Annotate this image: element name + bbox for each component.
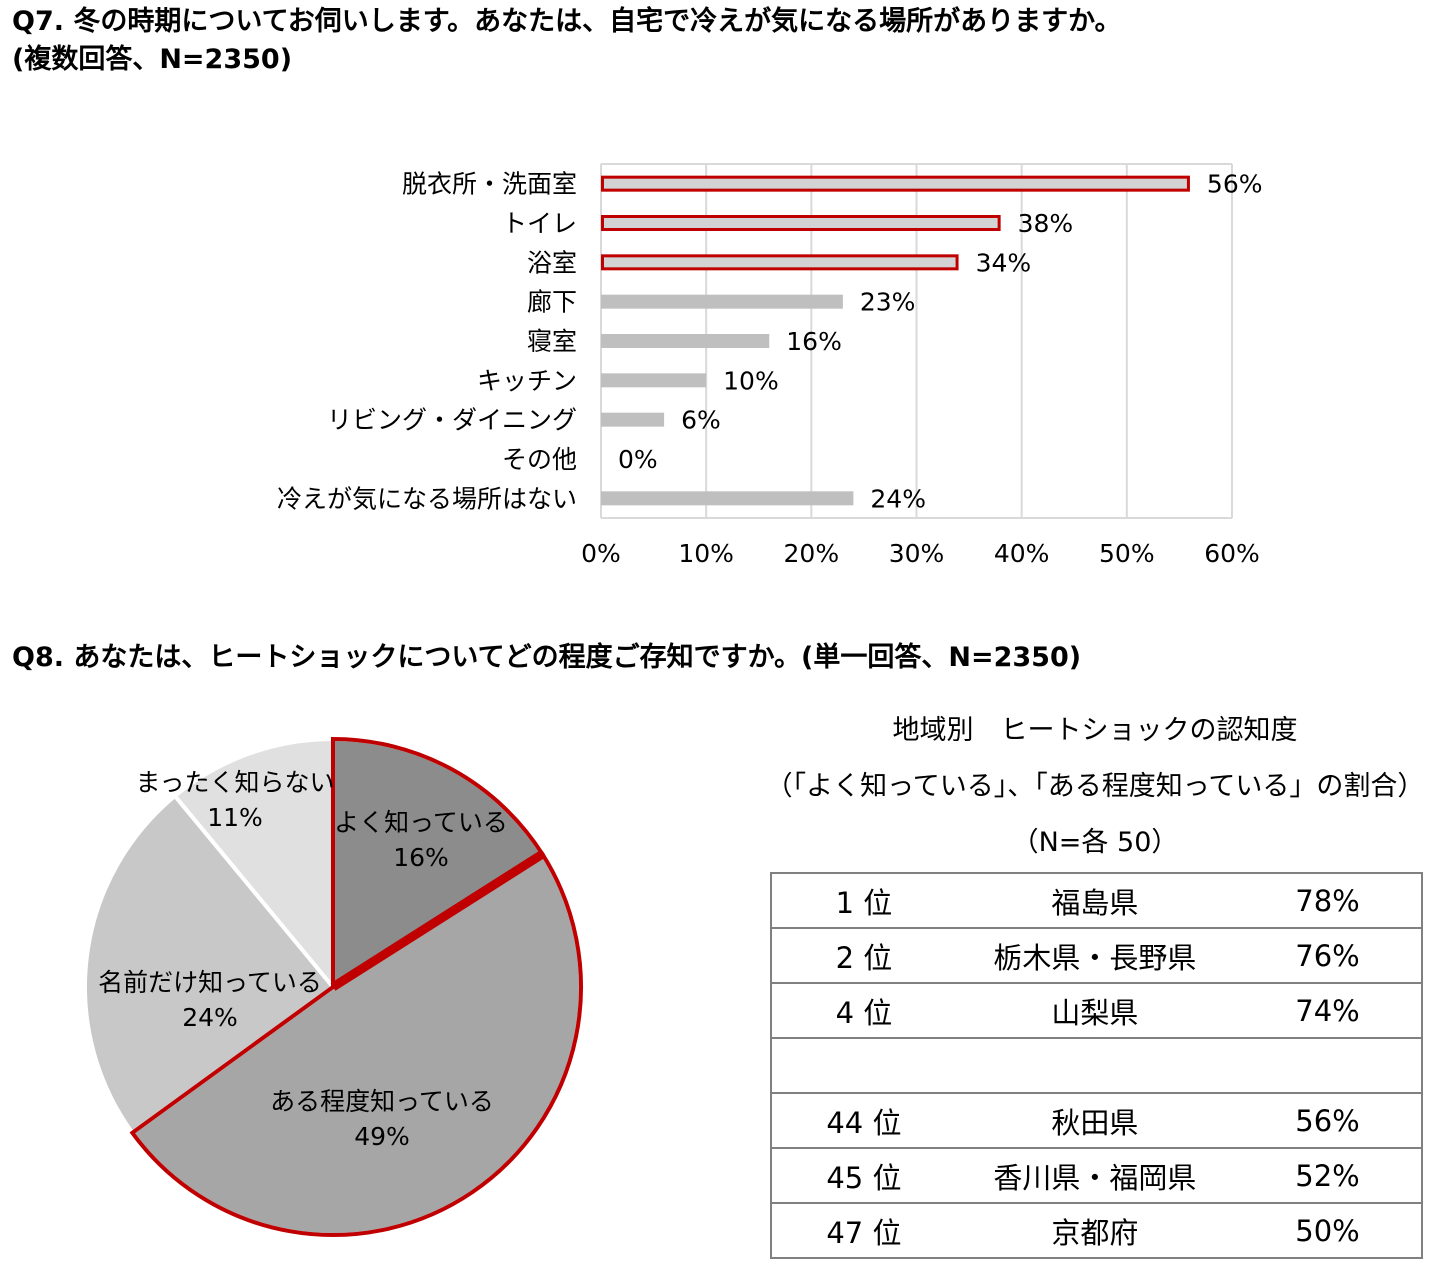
prefecture-cell: 山梨県	[955, 982, 1234, 1039]
prefecture-cell: 香川県・福岡県	[955, 1147, 1234, 1204]
data-label: 23%	[860, 288, 916, 317]
category-label: 浴室	[527, 248, 577, 277]
data-label: 24%	[870, 484, 926, 513]
rank-cell: 2 位	[770, 927, 956, 984]
data-label: 16%	[786, 327, 842, 356]
pie-data-label: 16%	[393, 843, 449, 872]
table-row: 4 位 山梨県 74%	[770, 982, 1424, 1039]
pie-data-label: 24%	[182, 1003, 238, 1032]
x-tick-label: 0%	[581, 539, 621, 568]
category-label: 廊下	[527, 288, 577, 317]
x-tick-label: 60%	[1204, 539, 1260, 568]
data-label: 6%	[681, 406, 721, 435]
category-label: 寝室	[527, 327, 577, 356]
prefecture-cell: 栃木県・長野県	[955, 927, 1234, 984]
rank-cell	[770, 1037, 956, 1094]
pie-category-label: まったく知らない	[135, 768, 334, 797]
bar	[601, 491, 854, 506]
regional-caption-sample: （N=各 50）	[1011, 827, 1179, 858]
rank-cell: 45 位	[770, 1147, 956, 1204]
percent-cell: 52%	[1233, 1147, 1424, 1204]
data-label: 10%	[723, 366, 779, 395]
pie-slice-highlight-border	[331, 736, 546, 991]
x-tick-label: 50%	[1099, 539, 1155, 568]
pie-data-label: 11%	[207, 803, 263, 832]
q7-bar-chart: 0% 10% 20% 30% 40% 50% 60% 脱衣所・洗面室 56% トイレ 38% 浴室 34…	[277, 163, 1263, 568]
pie-slice-highlight-border	[129, 851, 583, 1237]
bar	[601, 412, 665, 427]
data-label: 56%	[1207, 170, 1263, 199]
q8-pie-chart: よく知っている 16% ある程度知っている 49% 名前だけ知っている 24% まったく知ら…	[83, 736, 583, 1237]
bar	[601, 215, 1001, 231]
table-row: 47 位 京都府 50%	[770, 1202, 1424, 1259]
percent-cell: 78%	[1233, 872, 1424, 929]
pie-highlight-separator	[330, 850, 545, 991]
x-tick-label: 40%	[994, 539, 1050, 568]
pie-slice	[83, 793, 335, 1135]
table-row: 44 位 秋田県 56%	[770, 1092, 1424, 1149]
category-label: 冷えが気になる場所はない	[277, 484, 577, 513]
rank-cell: 1 位	[770, 872, 956, 929]
table-row: 2 位 栃木県・長野県 76%	[770, 927, 1424, 984]
category-label: キッチン	[477, 366, 577, 395]
category-label: リビング・ダイニング	[327, 406, 577, 435]
percent-cell: 56%	[1233, 1092, 1424, 1149]
pie-category-label: 名前だけ知っている	[98, 968, 322, 997]
pie-category-label: ある程度知っている	[270, 1087, 494, 1116]
data-label: 0%	[618, 445, 658, 474]
category-label: トイレ	[502, 209, 577, 238]
regional-caption-title: 地域別 ヒートショックの認知度	[892, 715, 1298, 746]
prefecture-cell	[955, 1037, 1234, 1094]
regional-caption-subtitle: （「よく知っている」、「ある程度知っている」の割合）	[765, 771, 1425, 802]
percent-cell: 50%	[1233, 1202, 1424, 1259]
table-row: 45 位 香川県・福岡県 52%	[770, 1147, 1424, 1204]
pie-data-label: 49%	[354, 1122, 410, 1151]
data-label: 38%	[1018, 209, 1074, 238]
prefecture-cell: 京都府	[955, 1202, 1234, 1259]
q7-question-title: Q7. 冬の時期についてお伺いします。あなたは、自宅で冷えが気になる場所がありま…	[12, 6, 1122, 37]
table-row-gap	[770, 1037, 1424, 1094]
percent-cell: 74%	[1233, 982, 1424, 1039]
x-tick-label: 10%	[678, 539, 734, 568]
rank-cell: 44 位	[770, 1092, 956, 1149]
bar	[601, 254, 959, 271]
bar	[601, 373, 707, 388]
rank-cell: 4 位	[770, 982, 956, 1039]
pie-slice	[172, 737, 335, 989]
x-tick-label: 30%	[889, 539, 945, 568]
q7-question-subtitle: (複数回答、N=2350)	[12, 44, 293, 75]
prefecture-cell: 福島県	[955, 872, 1234, 929]
q8-question-title: Q8. あなたは、ヒートショックについてどの程度ご存知ですか。(単一回答、N=2…	[12, 642, 1082, 673]
category-label: その他	[502, 445, 577, 474]
x-tick-label: 20%	[784, 539, 840, 568]
data-label: 34%	[976, 248, 1032, 277]
bar	[601, 175, 1190, 192]
bar	[601, 334, 770, 348]
percent-cell	[1233, 1037, 1424, 1094]
prefecture-cell: 秋田県	[955, 1092, 1234, 1149]
percent-cell: 76%	[1233, 927, 1424, 984]
table-row: 1 位 福島県 78%	[770, 872, 1424, 929]
pie-category-label: よく知っている	[334, 808, 508, 837]
rank-cell: 47 位	[770, 1202, 956, 1259]
category-label: 脱衣所・洗面室	[402, 170, 577, 199]
regional-ranking-table: 1 位 福島県 78% 2 位 栃木県・長野県 76% 4 位 山梨県 74% …	[770, 872, 1424, 1259]
bar	[601, 294, 843, 309]
